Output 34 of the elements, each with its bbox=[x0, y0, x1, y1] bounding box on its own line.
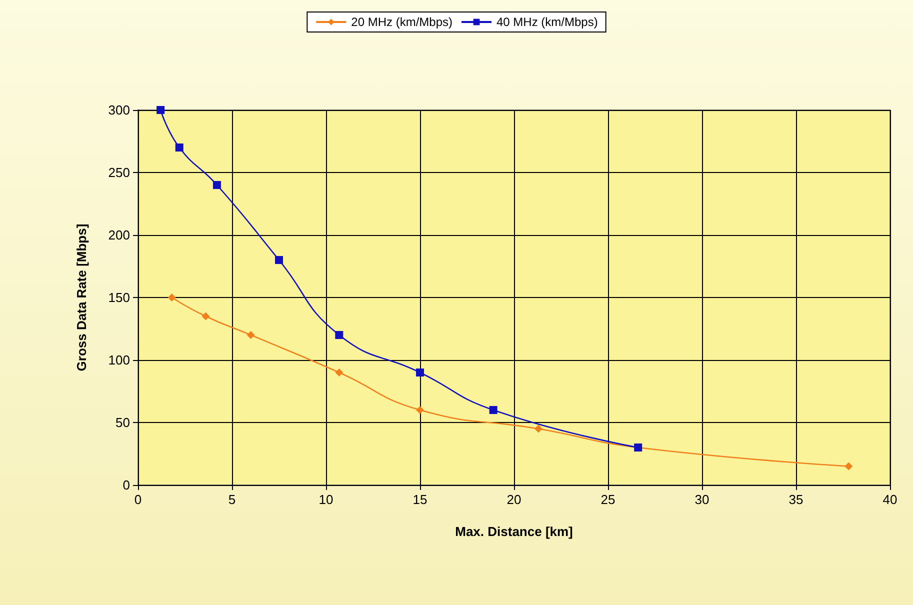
x-tick-label: 35 bbox=[788, 492, 804, 507]
y-tick-label: 50 bbox=[116, 415, 130, 430]
y-tick-label: 150 bbox=[108, 290, 130, 305]
point bbox=[335, 368, 344, 376]
y-tick-label: 100 bbox=[108, 352, 130, 368]
x-axis-title: Max. Distance [km] bbox=[455, 524, 573, 539]
legend-label: 40 MHz (km/Mbps) bbox=[496, 15, 598, 29]
y-axis-title: Gross Data Rate [Mbps] bbox=[74, 224, 89, 372]
point bbox=[416, 368, 424, 376]
y-tick-label: 200 bbox=[108, 228, 130, 242]
point bbox=[275, 256, 283, 264]
x-tick-label: 5 bbox=[228, 492, 236, 507]
point bbox=[202, 312, 210, 320]
point bbox=[168, 294, 176, 302]
point bbox=[175, 144, 184, 152]
y-tick-label: 0 bbox=[122, 478, 130, 492]
point bbox=[212, 181, 221, 189]
y-tick-label: 250 bbox=[108, 165, 130, 180]
x-tick-label: 30 bbox=[694, 492, 710, 507]
point bbox=[156, 106, 165, 114]
legend-label: 20 MHz (km/Mbps) bbox=[351, 15, 453, 29]
y-tick-label: 300 bbox=[108, 102, 130, 118]
x-tick-label: 15 bbox=[412, 492, 428, 507]
point bbox=[416, 406, 424, 414]
point bbox=[335, 331, 344, 339]
point bbox=[534, 424, 542, 433]
x-tick-label: 40 bbox=[882, 492, 898, 507]
point bbox=[489, 406, 498, 414]
x-tick-label: 10 bbox=[318, 492, 334, 507]
x-tick-label: 20 bbox=[506, 492, 522, 507]
x-tick-label: 25 bbox=[600, 492, 616, 507]
point bbox=[246, 331, 255, 339]
x-tick-label: 0 bbox=[134, 492, 142, 507]
point bbox=[844, 462, 853, 470]
